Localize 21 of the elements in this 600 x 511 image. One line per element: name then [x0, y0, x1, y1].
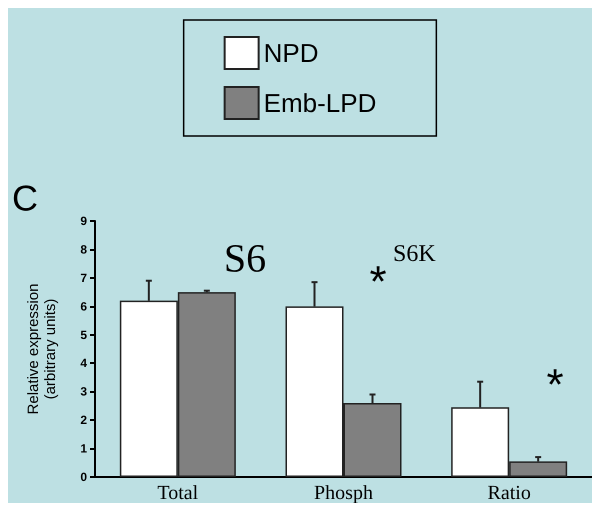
legend-label: NPD: [264, 38, 319, 68]
y-tick-label: 2: [80, 413, 88, 428]
x-tick-label: Ratio: [487, 482, 531, 504]
y-tick-label: 1: [80, 442, 88, 456]
y-tick-label: 9: [80, 214, 88, 228]
y-tick-label: 3: [80, 384, 88, 399]
annotation: *: [369, 258, 387, 306]
legend-label: Emb-LPD: [264, 88, 376, 118]
y-tick-label: 5: [80, 328, 88, 342]
y-tick-label: 4: [80, 356, 88, 370]
x-tick-label: Total: [157, 482, 199, 504]
annotation: *: [546, 360, 564, 410]
annotation: S6: [224, 236, 266, 280]
y-tick-label: 6: [80, 299, 88, 314]
y-tick-label: 7: [80, 270, 88, 285]
annotation: S6K: [393, 241, 436, 267]
x-tick-label: Phosph: [314, 482, 373, 504]
text: C: [12, 178, 38, 218]
y-tick-label: 0: [80, 470, 88, 484]
y-tick-label: 8: [80, 242, 88, 256]
y-axis-title: Relative expression (arbitrary units): [25, 284, 59, 414]
